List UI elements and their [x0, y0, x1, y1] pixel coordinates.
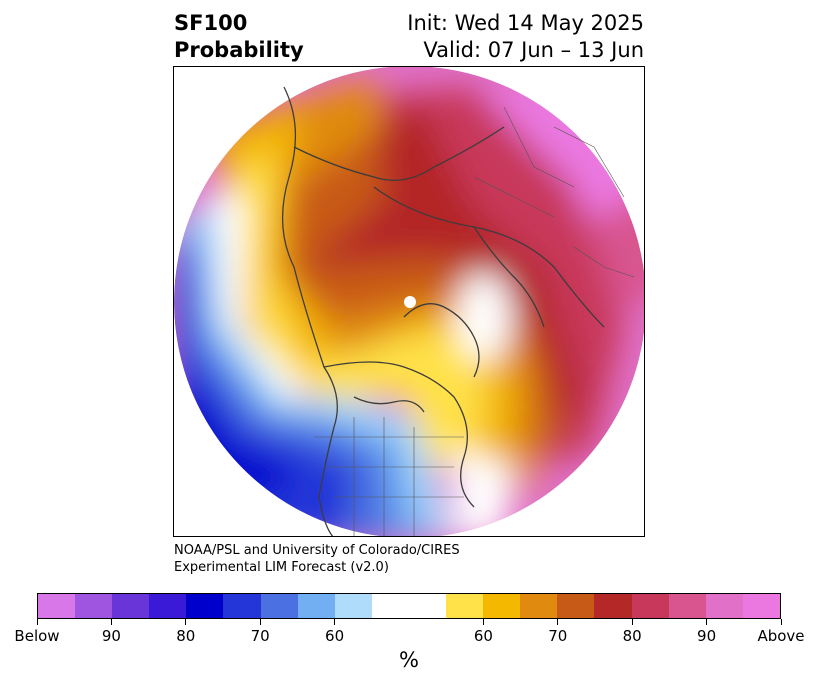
colorbar-swatch	[631, 594, 669, 618]
colorbar	[37, 593, 781, 619]
colorbar-tick	[557, 619, 559, 625]
colorbar-swatch	[38, 594, 76, 618]
colorbar-swatch	[260, 594, 298, 618]
colorbar-tick-label: 60	[325, 627, 345, 645]
colorbar-tick	[259, 619, 261, 625]
colorbar-tick	[334, 619, 336, 625]
colorbar-tick-label: 60	[473, 627, 493, 645]
variable-name: SF100	[174, 11, 248, 35]
colorbar-swatch	[742, 594, 780, 618]
colorbar-tick-label: Above	[757, 627, 805, 645]
credit-line-1: NOAA/PSL and University of Colorado/CIRE…	[174, 543, 460, 558]
colorbar-tick-label: 90	[101, 627, 121, 645]
colorbar-tick-label: 70	[250, 627, 270, 645]
map-panel	[173, 66, 645, 537]
colorbar-tick-label: 80	[176, 627, 196, 645]
colorbar-tick	[185, 619, 187, 625]
colorbar-tick	[631, 619, 633, 625]
colorbar-swatch	[371, 594, 447, 618]
forecast-dates: Init: Wed 14 May 2025 Valid: 07 Jun – 13…	[407, 10, 644, 64]
credit-text: NOAA/PSL and University of Colorado/CIRE…	[174, 542, 460, 576]
map-title: SF100 Probability	[174, 10, 304, 64]
colorbar-swatch	[705, 594, 743, 618]
variable-subtitle: Probability	[174, 38, 304, 62]
colorbar-tick-label: 70	[548, 627, 568, 645]
colorbar-swatch	[112, 594, 150, 618]
colorbar-unit-label: %	[399, 648, 419, 672]
coastlines	[281, 86, 605, 536]
colorbar-swatch	[446, 594, 484, 618]
colorbar-tick	[482, 619, 484, 625]
colorbar-tick	[110, 619, 112, 625]
forecast-map	[174, 67, 644, 536]
init-date: Init: Wed 14 May 2025	[407, 11, 644, 35]
borders	[314, 106, 635, 536]
colorbar-swatch	[594, 594, 632, 618]
colorbar-tick-label: 90	[697, 627, 717, 645]
colorbar-swatch	[297, 594, 335, 618]
colorbar-swatch	[668, 594, 706, 618]
colorbar-tick	[780, 619, 782, 625]
colorbar-swatch	[149, 594, 187, 618]
colorbar-swatch	[186, 594, 224, 618]
colorbar-swatch	[223, 594, 261, 618]
colorbar-swatch	[520, 594, 558, 618]
colorbar-swatch	[334, 594, 372, 618]
credit-line-2: Experimental LIM Forecast (v2.0)	[174, 560, 389, 575]
colorbar-tick	[36, 619, 38, 625]
colorbar-tick-label: 80	[622, 627, 642, 645]
colorbar-swatch	[557, 594, 595, 618]
valid-range: Valid: 07 Jun – 13 Jun	[423, 38, 644, 62]
colorbar-tick-label: Below	[14, 627, 60, 645]
colorbar-swatch	[483, 594, 521, 618]
colorbar-tick	[706, 619, 708, 625]
colorbar-swatch	[75, 594, 113, 618]
